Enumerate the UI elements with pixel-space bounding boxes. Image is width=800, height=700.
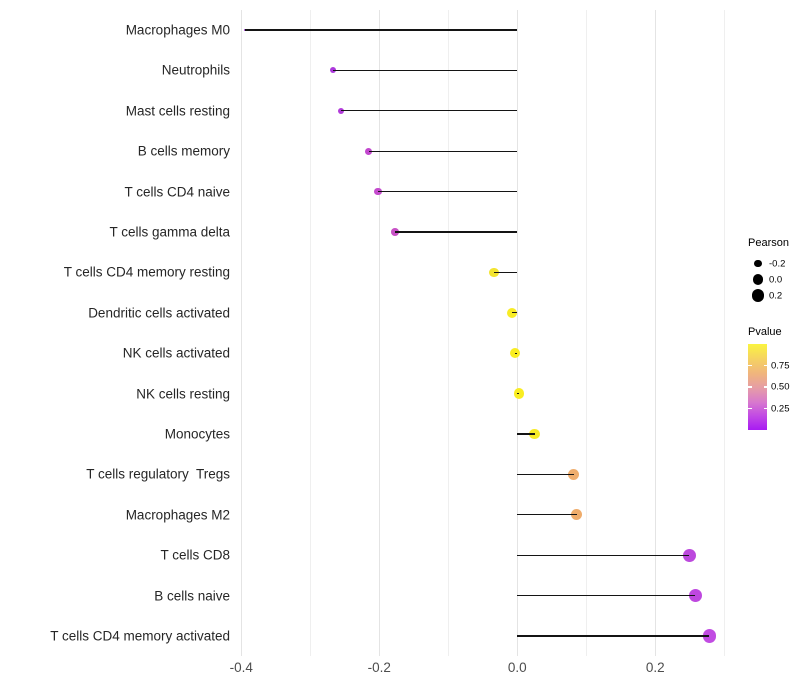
gridline-minor-x-0.3 [724,10,726,656]
category-label: B cells memory [137,143,230,159]
legend-size-label: 0.2 [769,290,783,301]
data-point [571,509,583,521]
legend-size-dot [754,259,762,268]
category-label: T cells CD8 [160,547,230,563]
colorbar-tick [763,386,767,388]
category-label: Macrophages M0 [125,22,230,38]
lollipop-stem [395,231,518,233]
data-point [337,107,344,114]
legend-size-dot [752,274,764,285]
legend-size-label: 0.0 [769,274,783,285]
category-label: NK cells resting [136,386,230,402]
data-point [330,67,337,74]
category-label: Dendritic cells activated [88,305,230,321]
gridline-minor-x--0.3 [310,10,312,656]
category-label: T cells regulatory Tregs [86,466,230,482]
pvalue-colorbar [748,344,767,430]
colorbar-tick [763,364,767,367]
lollipop-stem [517,594,696,597]
gridline-major-x--0.4 [241,10,243,656]
legend-pvalue-color: Pvalue 0.75 0.50 0.25 [748,326,800,430]
category-label: NK cells activated [122,345,230,361]
colorbar-tick [763,407,767,410]
lollipop-stem [517,392,520,395]
gridline-major-x-0 [517,10,519,656]
category-label: B cells naive [154,588,230,604]
colorbar-tick [748,364,752,367]
data-point [688,589,702,603]
colorbar-tick-label: 0.25 [771,403,790,414]
lollipop-stem [517,433,535,435]
colorbar-tick-label: 0.50 [771,381,790,393]
x-axis-tick-label: 0.0 [507,660,527,675]
lollipop-stem [517,554,690,556]
colorbar-tick [748,407,752,410]
lollipop-stem [517,635,710,637]
lollipop-stem [517,514,577,516]
category-label: T cells CD4 memory resting [63,264,230,280]
legend-pearson-size: Pearson -0.2 0.0 0.2 [748,237,800,303]
data-point [702,629,716,643]
legend-size-dot [751,289,765,302]
category-label: Monocytes [164,426,230,442]
lollipop-stem [340,110,518,112]
lollipop-stem [511,312,518,314]
legend-size-entry: 0.2 [748,288,800,303]
category-label: Macrophages M2 [125,507,230,523]
chart-panel [237,10,731,656]
legend-size-entry: 0.0 [748,272,800,287]
lollipop-stem [368,150,518,152]
legend-pearson-entries: -0.2 0.0 0.2 [748,256,800,303]
gridline-minor-x-0.1 [586,10,588,656]
category-label: T cells CD4 naive [124,184,230,200]
lollipop-stem [515,352,518,354]
legend-pvalue-title: Pvalue [748,326,782,338]
lollipop-stem [377,190,518,193]
category-label: T cells gamma delta [109,224,230,240]
lollipop-stem [244,29,518,31]
data-point [243,28,246,32]
data-point [682,548,696,562]
category-label: Neutrophils [161,62,230,78]
lollipop-stem [333,69,518,72]
colorbar-tick-label: 0.75 [771,360,790,371]
x-axis-tick-label: 0.2 [645,660,665,675]
lollipop-stem [493,271,518,274]
data-point [374,187,382,196]
gridline-major-x--0.2 [379,10,381,656]
gridline-major-x-0.2 [655,10,657,656]
legend-pearson-title: Pearson [748,237,789,249]
pvalue-colorbar-wrap: 0.75 0.50 0.25 [748,344,790,430]
category-label: Mast cells resting [125,103,230,119]
colorbar-tick [748,386,752,388]
legend-size-label: -0.2 [769,258,786,269]
category-label: T cells CD4 memory activated [50,628,230,644]
x-axis-tick-label: -0.2 [367,660,391,675]
lollipop-stem [517,473,574,476]
gridline-minor-x--0.1 [448,10,450,656]
x-axis-tick-label: -0.4 [229,660,253,675]
legend-size-entry: -0.2 [748,256,800,271]
